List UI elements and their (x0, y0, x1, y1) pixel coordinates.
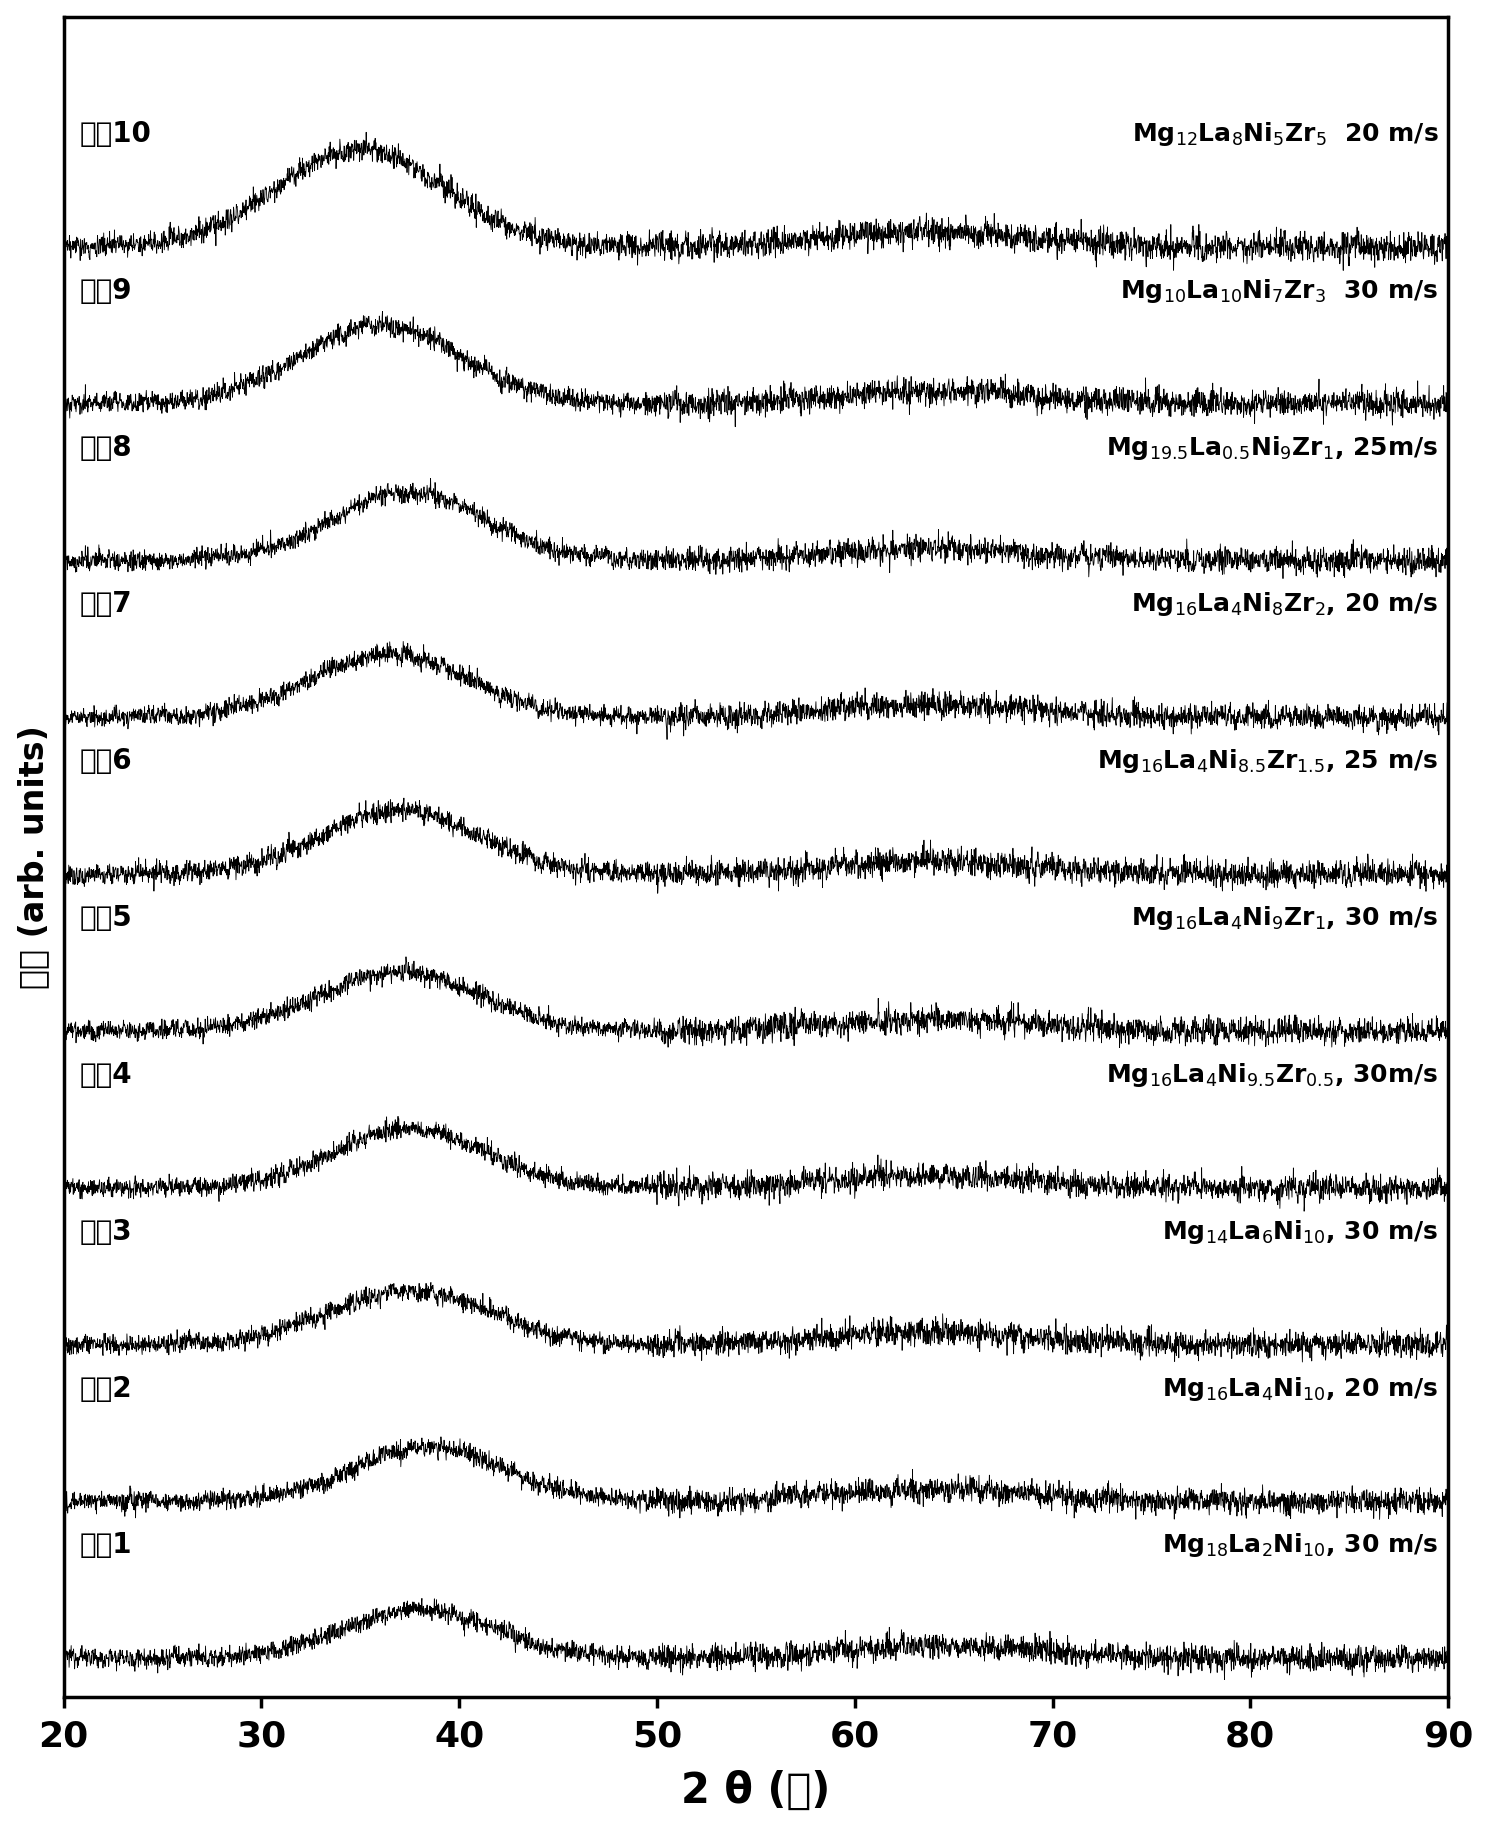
Text: Mg$_{16}$La$_4$Ni$_{9.5}$Zr$_{0.5}$, 30m/s: Mg$_{16}$La$_4$Ni$_{9.5}$Zr$_{0.5}$, 30m… (1106, 1061, 1438, 1088)
Text: 实例5: 实例5 (79, 904, 133, 933)
Text: 实例8: 实例8 (79, 433, 133, 461)
Text: Mg$_{18}$La$_2$Ni$_{10}$, 30 m/s: Mg$_{18}$La$_2$Ni$_{10}$, 30 m/s (1162, 1531, 1438, 1560)
Text: 实例1: 实例1 (79, 1531, 133, 1560)
Text: Mg$_{10}$La$_{10}$Ni$_7$Zr$_3$  30 m/s: Mg$_{10}$La$_{10}$Ni$_7$Zr$_3$ 30 m/s (1120, 276, 1438, 305)
Text: Mg$_{14}$La$_6$Ni$_{10}$, 30 m/s: Mg$_{14}$La$_6$Ni$_{10}$, 30 m/s (1162, 1218, 1438, 1246)
Text: 实例3: 实例3 (79, 1218, 133, 1246)
Text: 实例9: 实例9 (79, 276, 133, 305)
Text: Mg$_{16}$La$_4$Ni$_8$Zr$_2$, 20 m/s: Mg$_{16}$La$_4$Ni$_8$Zr$_2$, 20 m/s (1131, 591, 1438, 618)
Text: 实例4: 实例4 (79, 1061, 133, 1088)
Text: Mg$_{12}$La$_8$Ni$_5$Zr$_5$  20 m/s: Mg$_{12}$La$_8$Ni$_5$Zr$_5$ 20 m/s (1131, 121, 1438, 148)
Text: Mg$_{16}$La$_4$Ni$_{10}$, 20 m/s: Mg$_{16}$La$_4$Ni$_{10}$, 20 m/s (1162, 1375, 1438, 1403)
X-axis label: 2 θ (度): 2 θ (度) (681, 1770, 830, 1813)
Text: Mg$_{16}$La$_4$Ni$_9$Zr$_1$, 30 m/s: Mg$_{16}$La$_4$Ni$_9$Zr$_1$, 30 m/s (1131, 904, 1438, 933)
Y-axis label: 强度 (arb. units): 强度 (arb. units) (16, 724, 49, 989)
Text: Mg$_{16}$La$_4$Ni$_{8.5}$Zr$_{1.5}$, 25 m/s: Mg$_{16}$La$_4$Ni$_{8.5}$Zr$_{1.5}$, 25 … (1098, 748, 1438, 775)
Text: 实例10: 实例10 (79, 121, 152, 148)
Text: Mg$_{19.5}$La$_{0.5}$Ni$_9$Zr$_1$, 25m/s: Mg$_{19.5}$La$_{0.5}$Ni$_9$Zr$_1$, 25m/s (1106, 433, 1438, 461)
Text: 实例7: 实例7 (79, 591, 133, 618)
Text: 实例6: 实例6 (79, 748, 133, 775)
Text: 实例2: 实例2 (79, 1375, 133, 1403)
